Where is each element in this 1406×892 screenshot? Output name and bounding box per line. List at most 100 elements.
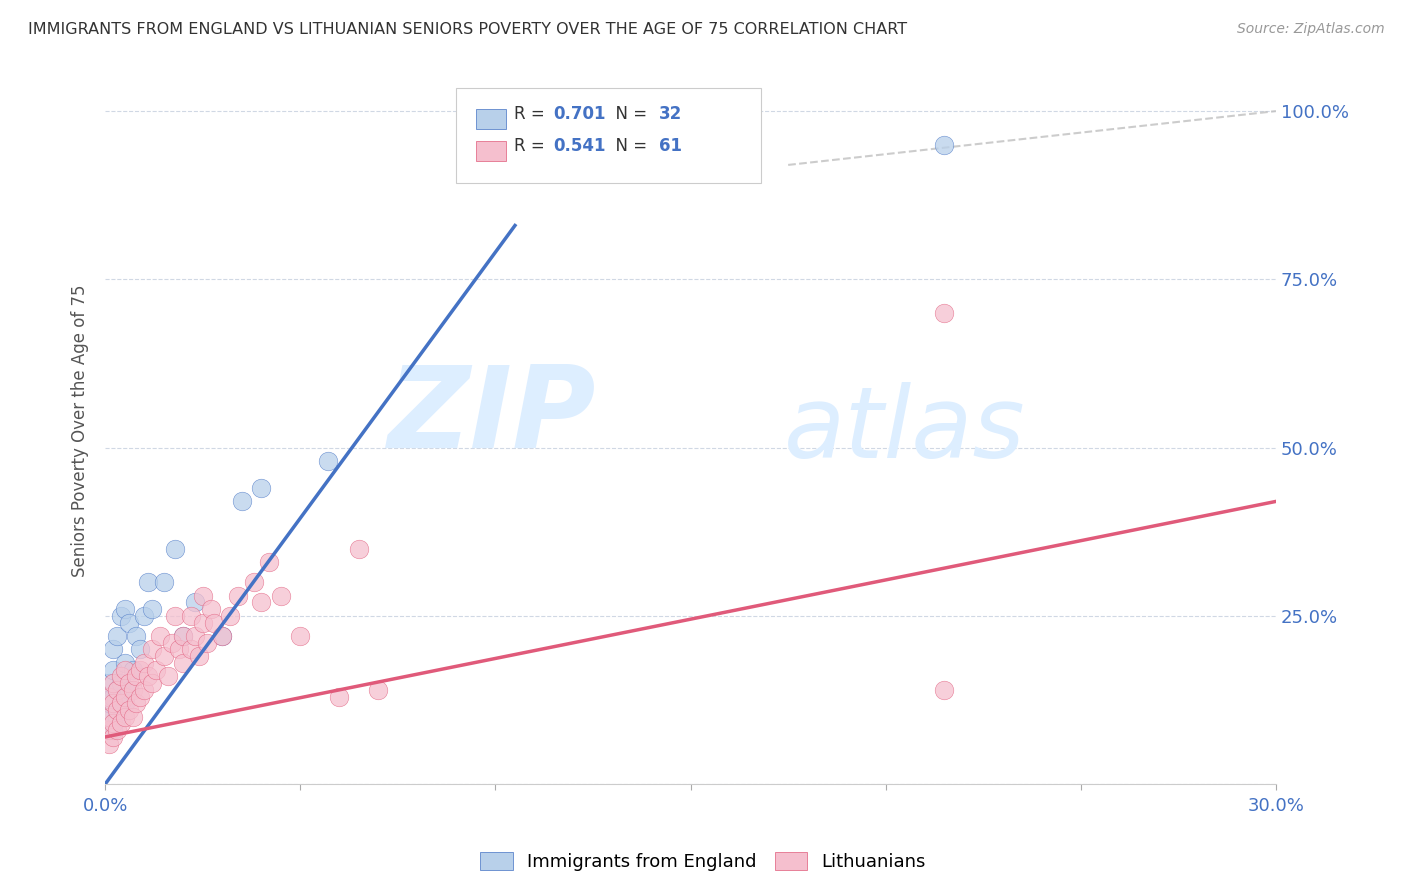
Point: [98, 737, 121, 751]
Point: [165, 608, 187, 623]
Point: [101, 690, 124, 704]
Point: [152, 649, 174, 664]
Point: [328, 690, 350, 704]
Point: [141, 642, 163, 657]
Point: [110, 696, 132, 710]
Point: [125, 669, 148, 683]
Point: [165, 541, 187, 556]
Point: [145, 663, 167, 677]
Point: [105, 703, 128, 717]
Point: [270, 589, 292, 603]
Point: [121, 682, 143, 697]
Point: [105, 629, 128, 643]
Point: [934, 306, 956, 320]
Point: [114, 663, 136, 677]
Point: [136, 669, 159, 683]
Text: Source: ZipAtlas.com: Source: ZipAtlas.com: [1237, 22, 1385, 37]
Point: [121, 663, 143, 677]
Text: atlas: atlas: [785, 383, 1026, 479]
Y-axis label: Seniors Poverty Over the Age of 75: Seniors Poverty Over the Age of 75: [72, 285, 89, 577]
Point: [125, 629, 148, 643]
Point: [191, 615, 214, 630]
Point: [101, 663, 124, 677]
FancyBboxPatch shape: [477, 109, 506, 129]
Legend: Immigrants from England, Lithuanians: Immigrants from England, Lithuanians: [472, 845, 934, 879]
Point: [105, 682, 128, 697]
Text: 0.701: 0.701: [554, 105, 606, 123]
Text: IMMIGRANTS FROM ENGLAND VS LITHUANIAN SENIORS POVERTY OVER THE AGE OF 75 CORRELA: IMMIGRANTS FROM ENGLAND VS LITHUANIAN SE…: [28, 22, 907, 37]
Point: [226, 589, 249, 603]
Point: [105, 723, 128, 738]
Point: [219, 608, 242, 623]
Point: [125, 696, 148, 710]
Point: [114, 656, 136, 670]
Point: [136, 575, 159, 590]
Point: [114, 690, 136, 704]
Point: [184, 595, 207, 609]
Point: [134, 682, 156, 697]
Point: [257, 555, 280, 569]
Point: [169, 642, 191, 657]
Point: [98, 696, 121, 710]
Point: [152, 575, 174, 590]
Point: [101, 696, 124, 710]
Point: [110, 676, 132, 690]
Text: ZIP: ZIP: [388, 361, 598, 472]
Point: [250, 481, 273, 495]
Text: 61: 61: [659, 137, 682, 155]
Point: [184, 629, 207, 643]
Point: [200, 602, 222, 616]
FancyBboxPatch shape: [457, 88, 761, 184]
Point: [98, 676, 121, 690]
Point: [934, 137, 956, 152]
Point: [934, 682, 956, 697]
Text: N =: N =: [605, 105, 652, 123]
Point: [105, 682, 128, 697]
Text: R =: R =: [513, 137, 550, 155]
Point: [98, 690, 121, 704]
Text: 0.541: 0.541: [554, 137, 606, 155]
Text: R =: R =: [513, 105, 550, 123]
Point: [191, 589, 214, 603]
FancyBboxPatch shape: [477, 141, 506, 161]
Point: [211, 629, 233, 643]
Point: [172, 629, 194, 643]
Point: [180, 642, 202, 657]
Point: [101, 676, 124, 690]
Point: [160, 636, 183, 650]
Point: [101, 723, 124, 738]
Point: [129, 642, 152, 657]
Point: [195, 636, 218, 650]
Point: [117, 676, 139, 690]
Point: [180, 608, 202, 623]
Point: [110, 669, 132, 683]
Point: [134, 608, 156, 623]
Point: [141, 602, 163, 616]
Point: [316, 454, 339, 468]
Point: [110, 608, 132, 623]
Point: [156, 669, 179, 683]
Point: [117, 615, 139, 630]
Point: [367, 682, 389, 697]
Point: [114, 710, 136, 724]
Point: [231, 494, 253, 508]
Point: [141, 676, 163, 690]
Point: [105, 710, 128, 724]
Point: [121, 710, 143, 724]
Point: [187, 649, 209, 664]
Point: [129, 663, 152, 677]
Point: [114, 602, 136, 616]
Point: [98, 723, 121, 738]
Point: [250, 595, 273, 609]
Point: [347, 541, 370, 556]
Point: [117, 682, 139, 697]
Point: [134, 656, 156, 670]
Point: [110, 716, 132, 731]
Point: [290, 629, 312, 643]
Point: [101, 642, 124, 657]
Point: [129, 690, 152, 704]
Text: 32: 32: [659, 105, 682, 123]
Point: [172, 656, 194, 670]
Point: [172, 629, 194, 643]
Point: [98, 710, 121, 724]
